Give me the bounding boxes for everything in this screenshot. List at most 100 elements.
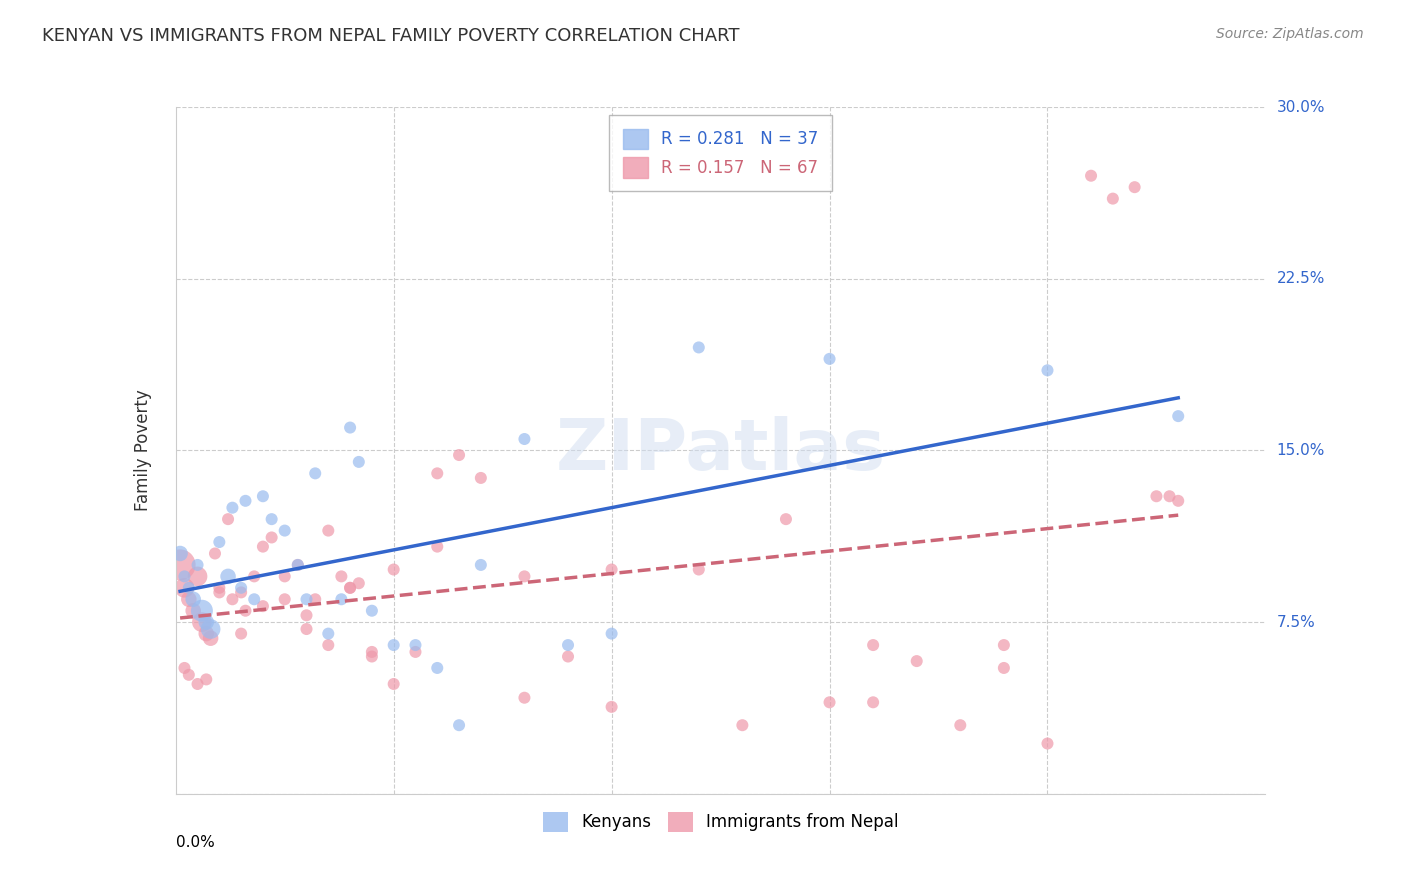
Text: 7.5%: 7.5% [1277,615,1315,630]
Point [274,569,297,583]
Point [405,638,427,652]
Point [339,420,361,434]
Point [470,471,492,485]
Point [195,615,218,630]
Point [287,558,309,572]
Point [177,592,200,607]
Point [862,695,884,709]
Point [360,604,382,618]
Point [252,599,274,614]
Point [260,512,283,526]
Point [195,626,218,640]
Point [221,500,243,515]
Point [447,448,470,462]
Point [557,638,579,652]
Point [1167,493,1189,508]
Point [339,581,361,595]
Point [186,558,209,572]
Point [169,546,191,561]
Point [173,661,195,675]
Text: KENYAN VS IMMIGRANTS FROM NEPAL FAMILY POVERTY CORRELATION CHART: KENYAN VS IMMIGRANTS FROM NEPAL FAMILY P… [42,27,740,45]
Point [339,581,361,595]
Point [208,585,231,599]
Point [200,631,222,645]
Text: 30.0%: 30.0% [1277,100,1324,114]
Point [818,351,841,366]
Point [235,604,257,618]
Point [287,558,309,572]
Point [470,558,492,572]
Point [347,576,370,591]
Point [260,531,283,545]
Point [169,558,191,572]
Point [243,569,266,583]
Point [191,615,214,630]
Point [600,562,623,576]
Text: 22.5%: 22.5% [1277,271,1324,286]
Point [186,569,209,583]
Point [177,668,200,682]
Point [447,718,470,732]
Point [181,604,204,618]
Text: 15.0%: 15.0% [1277,443,1324,458]
Point [304,592,326,607]
Point [208,535,231,549]
Point [295,592,318,607]
Point [217,569,239,583]
Point [775,512,797,526]
Point [181,592,204,607]
Point [405,645,427,659]
Point [993,638,1015,652]
Point [1036,737,1059,751]
Point [382,562,405,576]
Point [195,673,218,687]
Point [231,626,253,640]
Point [173,569,195,583]
Y-axis label: Family Poverty: Family Poverty [134,390,152,511]
Point [295,622,318,636]
Point [295,608,318,623]
Point [600,699,623,714]
Point [1036,363,1059,377]
Point [304,467,326,481]
Point [360,649,382,664]
Point [1159,489,1181,503]
Point [1144,489,1167,503]
Point [318,524,340,538]
Point [231,581,253,595]
Point [274,524,297,538]
Point [221,592,243,607]
Point [173,581,195,595]
Point [330,569,353,583]
Point [1167,409,1189,424]
Point [318,638,340,652]
Point [862,638,884,652]
Point [688,340,710,354]
Point [993,661,1015,675]
Point [186,677,209,691]
Point [382,677,405,691]
Point [252,540,274,554]
Point [204,546,226,561]
Legend: Kenyans, Immigrants from Nepal: Kenyans, Immigrants from Nepal [534,804,907,840]
Point [243,592,266,607]
Point [252,489,274,503]
Point [1102,192,1125,206]
Text: Source: ZipAtlas.com: Source: ZipAtlas.com [1216,27,1364,41]
Point [274,592,297,607]
Point [235,493,257,508]
Point [200,622,222,636]
Point [426,661,449,675]
Point [818,695,841,709]
Point [330,592,353,607]
Text: ZIPatlas: ZIPatlas [555,416,886,485]
Point [731,718,754,732]
Point [347,455,370,469]
Point [949,718,972,732]
Point [360,645,382,659]
Point [318,626,340,640]
Point [217,512,239,526]
Point [557,649,579,664]
Point [208,581,231,595]
Point [426,467,449,481]
